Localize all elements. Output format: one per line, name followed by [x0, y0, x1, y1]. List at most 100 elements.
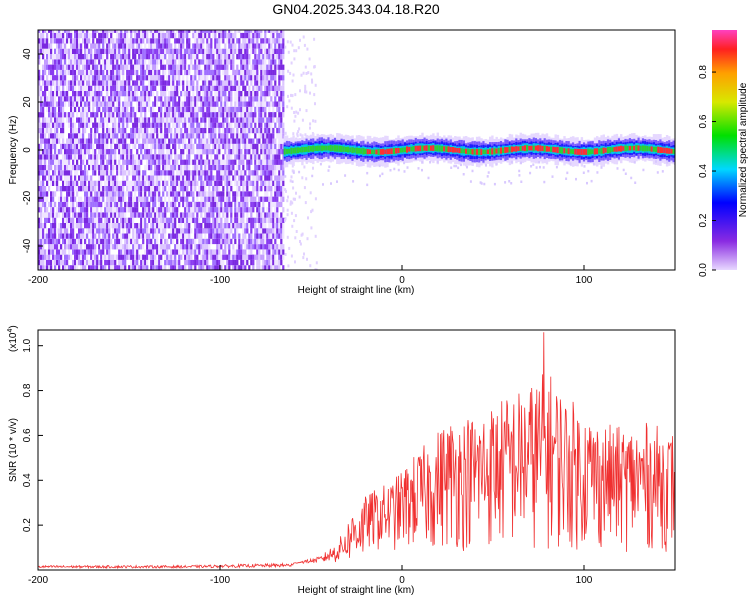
- spectrogram-noise-pixel: [160, 249, 163, 255]
- spectrogram-noise-pixel: [152, 212, 155, 218]
- spectrogram-noise-pixel: [100, 228, 103, 234]
- spectrogram-noise-pixel: [72, 122, 75, 128]
- spectrogram-noise-pixel: [158, 117, 161, 123]
- spectrogram-noise-pixel: [204, 133, 207, 139]
- spectrogram-noise-pixel: [262, 91, 265, 97]
- spectrogram-noise-pixel: [206, 196, 209, 202]
- spectrogram-noise-pixel: [260, 122, 263, 128]
- spectrogram-noise-pixel: [246, 117, 249, 123]
- spectrogram-noise-pixel: [108, 112, 111, 118]
- spectrogram-noise-pixel: [236, 149, 239, 155]
- spectrogram-noise-pixel: [38, 228, 41, 234]
- spectrogram-noise-pixel: [66, 201, 69, 208]
- spectrogram-noise-pixel: [68, 207, 71, 213]
- spectrogram-noise-pixel: [72, 196, 75, 202]
- spectrogram-noise-pixel: [44, 186, 47, 192]
- spectrogram-noise-pixel: [226, 127, 229, 134]
- spectrogram-noise-pixel: [254, 30, 257, 33]
- spectrogram-noise-pixel: [280, 117, 283, 123]
- spectrogram-noise-pixel: [256, 180, 259, 186]
- spectrogram-noise-pixel: [190, 112, 193, 118]
- spectrogram-noise-pixel: [64, 96, 67, 102]
- spectrogram-noise-pixel: [168, 143, 171, 150]
- spectrogram-noise-pixel: [142, 259, 145, 266]
- spectrogram-noise-pixel: [88, 238, 91, 245]
- spectrogram-noise-pixel: [118, 143, 121, 150]
- spectrogram-noise-pixel: [154, 217, 157, 223]
- spectrogram-noise-pixel: [216, 85, 219, 91]
- spectrogram-noise-pixel: [50, 175, 53, 181]
- spectrogram-noise-pixel: [176, 85, 179, 91]
- spectrogram-noise-pixel: [52, 254, 55, 260]
- spectrogram-noise-pixel: [166, 112, 169, 118]
- spectrogram-noise-pixel: [168, 207, 171, 213]
- spectrogram-noise-pixel: [250, 138, 253, 144]
- spectrogram-noise-pixel: [84, 233, 87, 239]
- spectrogram-noise-pixel: [56, 207, 59, 213]
- spectrogram-noise-pixel: [196, 254, 199, 260]
- spectrogram-noise-pixel: [262, 196, 265, 202]
- spectrogram-noise-pixel: [306, 237, 309, 241]
- spectrogram-noise-pixel: [74, 43, 77, 49]
- spectrogram-noise-pixel: [180, 164, 183, 171]
- spectrogram-noise-pixel: [276, 91, 279, 97]
- spectrogram-noise-pixel: [188, 212, 191, 218]
- spectrogram-noise-pixel: [180, 149, 183, 155]
- spectrogram-noise-pixel: [100, 259, 103, 266]
- spectrogram-noise-pixel: [202, 254, 205, 260]
- spectrogram-noise-pixel: [48, 265, 51, 270]
- spectrogram-noise-pixel: [60, 259, 63, 266]
- spectrogram-noise-pixel: [262, 164, 265, 171]
- spectrogram-noise-pixel: [112, 254, 115, 260]
- spectrogram-noise-pixel: [166, 244, 169, 250]
- spectrogram-noise-pixel: [208, 80, 211, 86]
- spectrogram-noise-pixel: [276, 201, 279, 208]
- spectrogram-noise-pixel: [270, 143, 273, 150]
- spectrogram-noise-pixel: [234, 117, 237, 123]
- spectrogram-noise-pixel: [232, 143, 235, 150]
- spectrogram-noise-pixel: [204, 54, 207, 60]
- spectrogram-noise-pixel: [162, 164, 165, 171]
- spectrogram-noise-pixel: [276, 191, 279, 197]
- spectrogram-noise-pixel: [128, 233, 131, 239]
- spectrogram-noise-pixel: [270, 59, 273, 65]
- spectrogram-noise-pixel: [224, 43, 227, 49]
- spectrogram-noise-pixel: [96, 143, 99, 150]
- spectrogram-noise-pixel: [96, 127, 99, 134]
- spectrogram-noise-pixel: [142, 223, 145, 229]
- spectrogram-noise-pixel: [246, 175, 249, 181]
- spectrogram-noise-pixel: [260, 106, 263, 113]
- spectrogram-noise-pixel: [68, 154, 71, 160]
- spectrogram-noise-pixel: [206, 249, 209, 255]
- spectrogram-noise-pixel: [130, 117, 133, 123]
- spectrogram-noise-pixel: [206, 201, 209, 208]
- spectrogram-noise-pixel: [124, 96, 127, 102]
- spectrogram-noise-pixel: [58, 59, 61, 65]
- spectrogram-noise-pixel: [72, 69, 75, 76]
- spectrogram-noise-pixel: [178, 43, 181, 49]
- spectrogram-noise-pixel: [234, 122, 237, 128]
- spectrogram-noise-pixel: [270, 244, 273, 250]
- spectrogram-noise-pixel: [220, 180, 223, 186]
- spectrogram-noise-pixel: [158, 217, 161, 223]
- spectrogram-noise-pixel: [236, 64, 239, 70]
- spectrogram-noise-pixel: [264, 149, 267, 155]
- spectrogram-noise-pixel: [212, 180, 215, 186]
- spectrogram-noise-pixel: [162, 244, 165, 250]
- spectrogram-noise-pixel: [78, 149, 81, 155]
- spectrogram-noise-pixel: [60, 38, 63, 44]
- spectrogram-noise-pixel: [48, 164, 51, 171]
- spectrogram-noise-pixel: [260, 254, 263, 260]
- spectrogram-noise-pixel: [204, 138, 207, 144]
- spectrogram-noise-pixel: [126, 59, 129, 65]
- spectrogram-noise-pixel: [106, 127, 109, 134]
- spectrogram-noise-pixel: [118, 238, 121, 245]
- spectrogram-noise-pixel: [220, 122, 223, 128]
- spectrogram-noise-pixel: [58, 96, 61, 102]
- spectrogram-noise-pixel: [54, 122, 57, 128]
- spectrogram-noise-pixel: [206, 170, 209, 176]
- spectrogram-noise-pixel: [106, 38, 109, 44]
- spectrogram-noise-pixel: [164, 228, 167, 234]
- spectrogram-noise-pixel: [190, 106, 193, 113]
- spectrogram-noise-pixel: [84, 59, 87, 65]
